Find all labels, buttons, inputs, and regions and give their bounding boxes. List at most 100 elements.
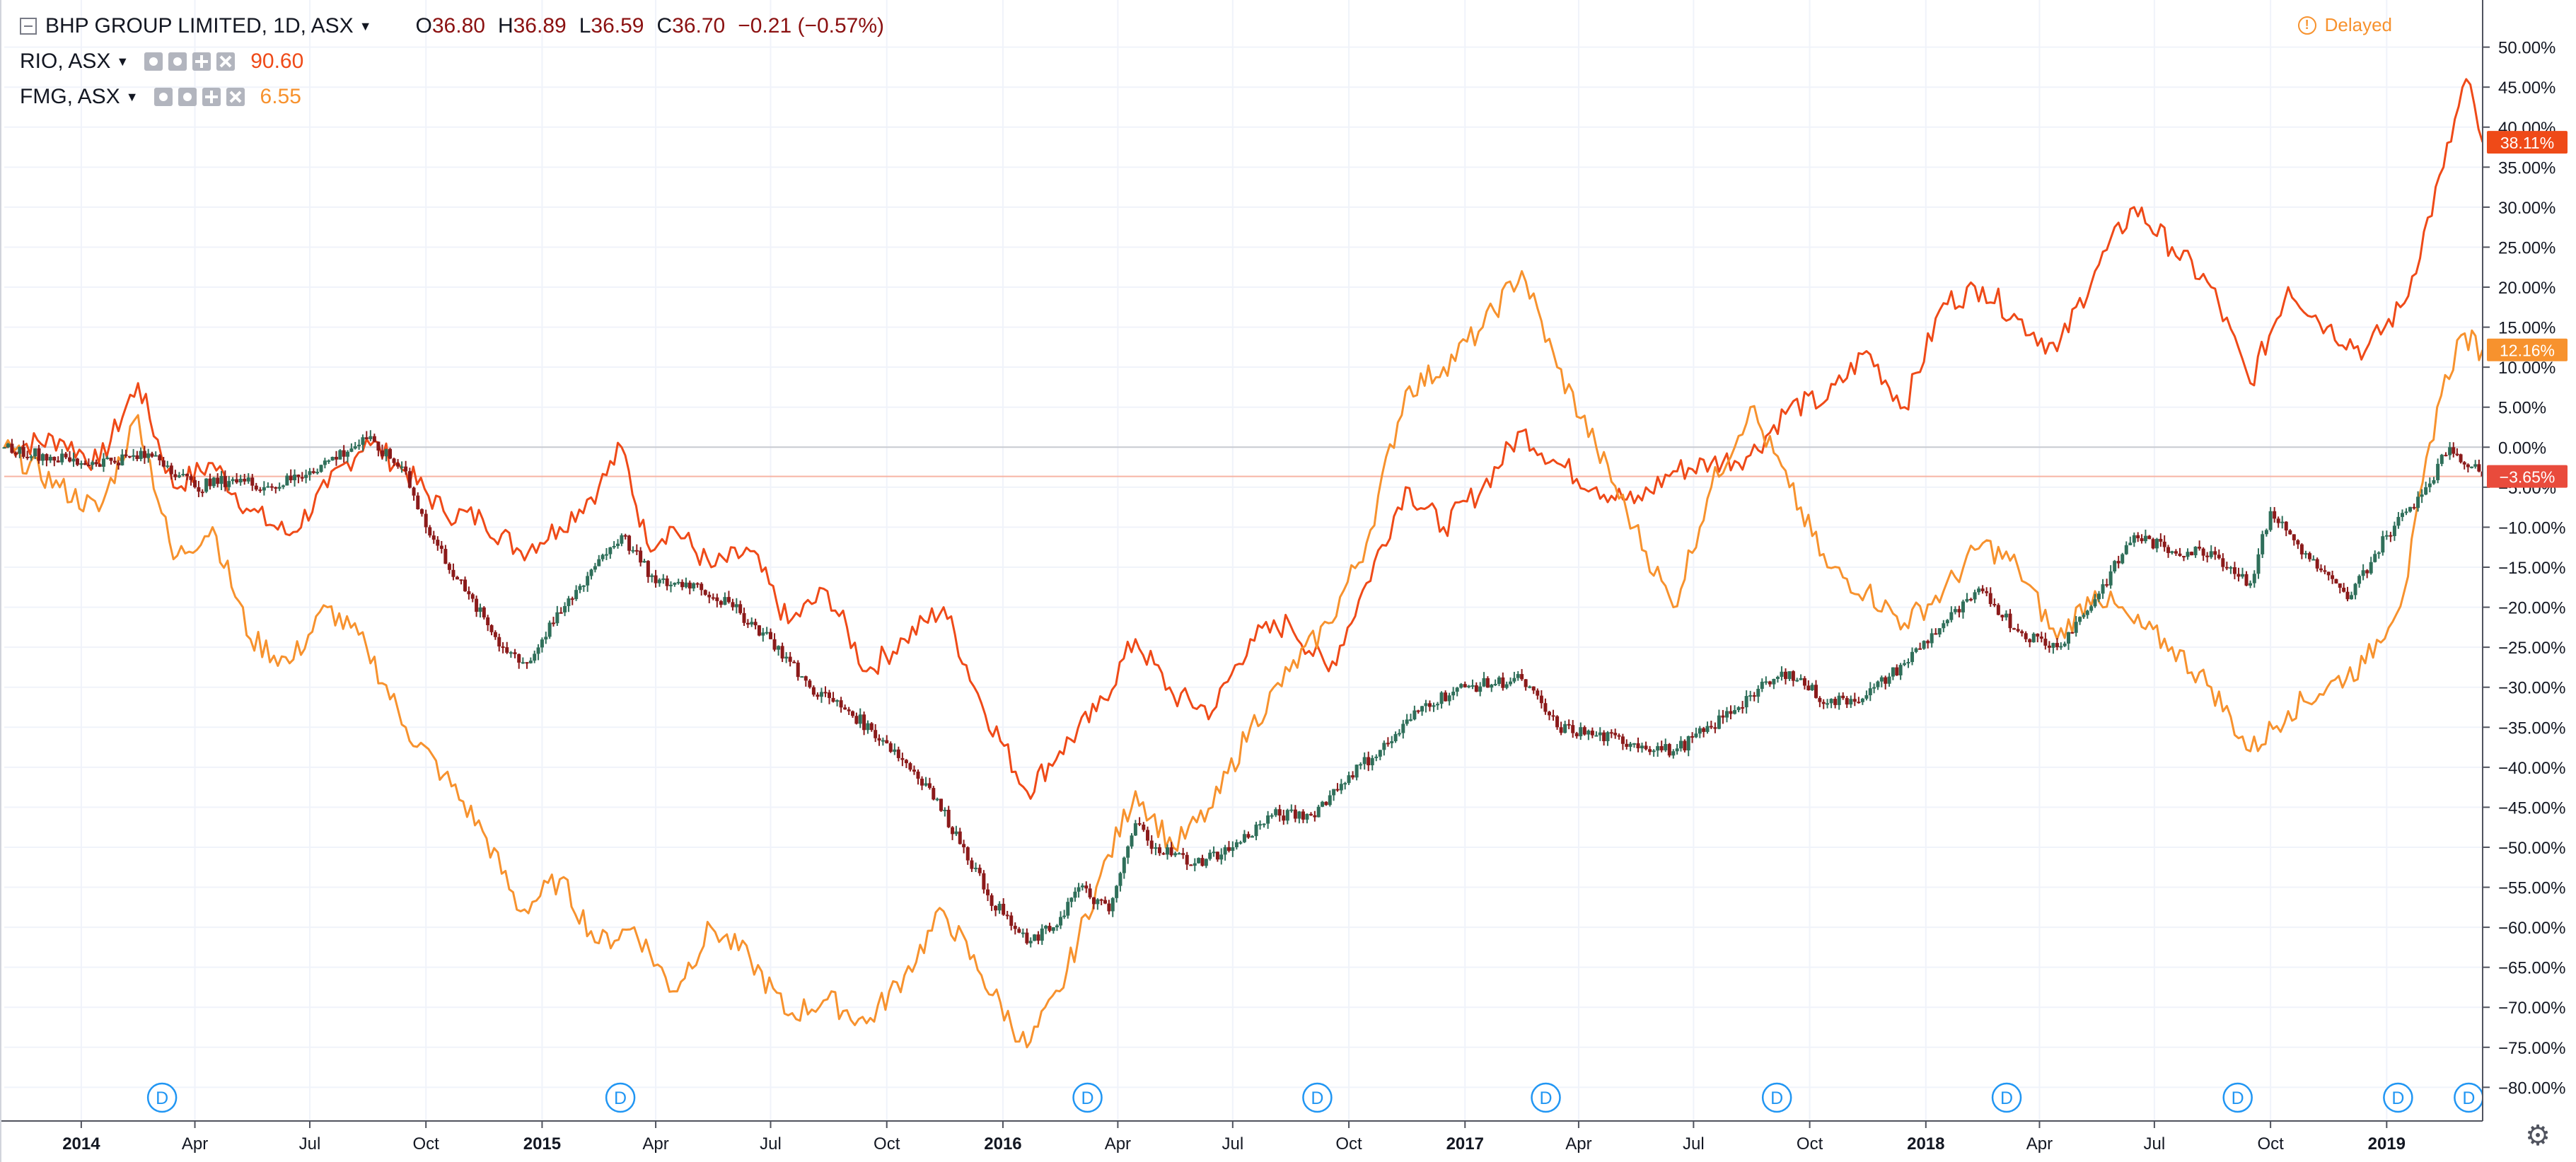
collapse-legend-button[interactable] [20,18,37,35]
candle-body [1313,815,1317,818]
candle-body [470,594,475,599]
candle-body [1416,710,1420,712]
candle-body [2031,634,2036,643]
candle-body [204,478,209,492]
candle-body [2136,535,2140,539]
candle-body [2000,615,2004,617]
candle-body [10,443,14,453]
candle-body [1096,899,1100,905]
candle-body [521,662,525,664]
candle-body [1590,731,1594,736]
dividend-marker-label: D [614,1088,627,1108]
chevron-down-icon[interactable]: ▼ [359,18,372,33]
candle-body [1258,824,1263,826]
more-icon[interactable] [202,88,221,106]
candle-body [1656,745,1660,751]
candle-body [1937,628,1942,635]
candle-body [1088,888,1092,897]
candle-body [977,867,982,873]
candle-body [2236,574,2241,577]
candle-body [285,475,289,486]
candle-body [2224,567,2229,569]
candle-body [467,591,471,595]
remove-icon[interactable] [226,88,245,106]
candle-body [924,783,928,786]
candle-body [2284,521,2288,530]
eye-icon[interactable] [153,88,173,106]
settings-small-icon[interactable] [168,52,187,71]
compare-symbol-fmg[interactable]: FMG, ASX [20,85,120,108]
candle-body [2455,453,2459,455]
candle-body [1386,743,1390,745]
candle-body [597,559,601,567]
candle-body [2240,574,2244,577]
candle-body [1189,864,1193,866]
candle-body [2108,571,2113,586]
candle-body [843,707,847,710]
candle-body [1482,678,1486,687]
candle-body [2384,535,2389,537]
candle-body [896,749,900,758]
candle-body [877,738,881,741]
candle-body [2373,554,2377,562]
candle-body [1490,685,1494,688]
candle-body [665,578,669,586]
settings-small-icon[interactable] [178,88,197,106]
more-icon[interactable] [192,52,211,71]
candle-body [574,590,579,600]
candle-body [1080,885,1084,888]
price-axis-label: −75.00% [2498,1039,2565,1058]
candle-body [1223,847,1227,855]
candle-body [1609,732,1613,734]
candle-body [223,476,227,487]
candle-body [1640,745,1644,749]
candle-body [296,475,301,477]
candle-body [811,687,816,695]
candle-body [1628,743,1632,747]
eye-icon[interactable] [144,52,163,71]
candle-body [1787,671,1792,680]
compare-symbol-rio[interactable]: RIO, ASX [20,50,111,73]
chevron-down-icon[interactable]: ▼ [116,54,129,69]
candle-body [262,487,266,491]
candle-body [803,676,808,681]
main-symbol[interactable]: BHP GROUP LIMITED, 1D, ASX [45,14,354,37]
candle-body [847,709,851,711]
candle-body [1432,705,1436,707]
candle-body [2424,487,2428,495]
candle-body [2016,629,2020,632]
legend-main-row: BHP GROUP LIMITED, 1D, ASX ▼ O36.80 H36.… [20,8,884,44]
candle-body [2089,606,2094,611]
candle-body [835,700,840,702]
remove-icon[interactable] [216,52,236,71]
candle-body [361,437,365,445]
candle-body [1459,684,1463,688]
compare-value-fmg: 6.55 [260,85,301,108]
candle-body [1354,765,1359,778]
candle-body [2331,575,2335,579]
candle-body [2345,591,2350,600]
candle-body [738,604,743,613]
legend-compare-row-rio: RIO, ASX ▼ 90.60 [20,44,884,79]
candle-body [800,676,804,678]
gear-icon[interactable]: ⚙ [2525,1120,2551,1151]
candle-body [1617,735,1621,737]
candle-body [94,462,98,465]
candle-body [2190,552,2194,556]
candle-body [45,454,49,461]
candle-body [2315,559,2319,569]
delayed-status[interactable]: ! Delayed [2297,14,2392,36]
candle-body [150,453,154,457]
candle-body [1277,809,1282,816]
candle-body [1362,757,1367,765]
candle-body [2151,539,2155,549]
price-axis-label: −60.00% [2498,919,2565,938]
candle-body [1084,885,1089,889]
chevron-down-icon[interactable]: ▼ [125,89,139,104]
candle-body [893,749,897,752]
candle-body [25,456,30,458]
candle-body [528,661,533,663]
candle-body [2439,455,2444,464]
